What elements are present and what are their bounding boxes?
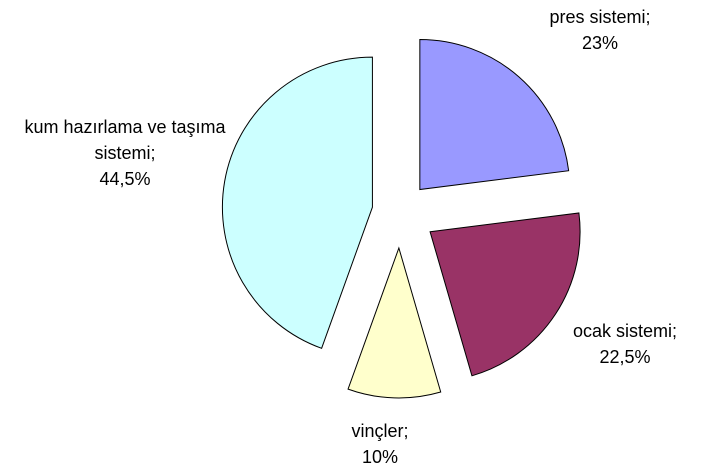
slice-label: pres sistemi; 23% bbox=[540, 4, 660, 56]
pie-slice bbox=[221, 56, 373, 349]
category-label: ocak sistemi; bbox=[572, 321, 678, 341]
slice-label: vinçler; 10% bbox=[320, 418, 440, 470]
slice-label: kum hazırlama ve taşıma sistemi; 44,5% bbox=[15, 114, 235, 192]
pie-slice bbox=[419, 38, 570, 191]
category-label: kum hazırlama ve taşıma sistemi; bbox=[24, 117, 226, 163]
value-label: 10% bbox=[361, 447, 399, 467]
category-label: pres sistemi; bbox=[549, 7, 651, 27]
category-label: vinçler; bbox=[351, 421, 409, 441]
value-label: 22,5% bbox=[599, 347, 651, 367]
value-label: 44,5% bbox=[99, 169, 151, 189]
pie-slice bbox=[429, 212, 581, 377]
slice-label: ocak sistemi; 22,5% bbox=[550, 318, 700, 370]
pie-slice bbox=[347, 246, 442, 399]
value-label: 23% bbox=[581, 33, 619, 53]
